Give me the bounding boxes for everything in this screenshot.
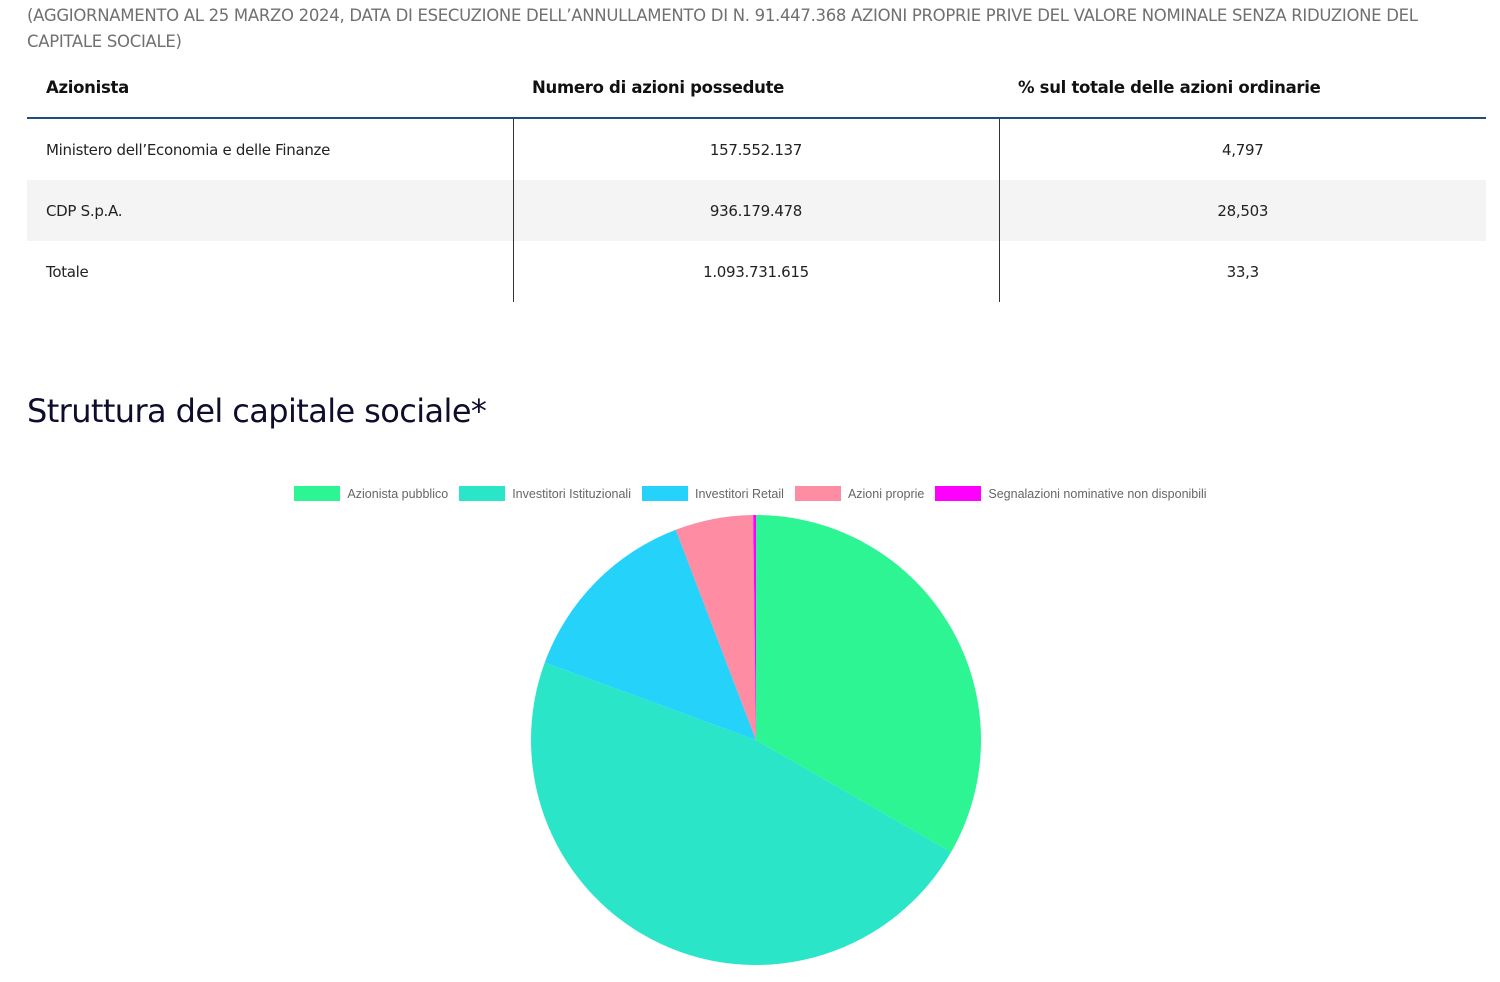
legend-label: Investitori Retail: [695, 486, 784, 501]
cell-azionista: Totale: [46, 262, 89, 281]
column-header-azionista: Azionista: [27, 58, 513, 119]
pie-slice-azioni-proprie[interactable]: [675, 515, 756, 740]
legend-label: Investitori Istituzionali: [512, 486, 631, 501]
column-header-percentuale: % sul totale delle azioni ordinarie: [999, 58, 1486, 119]
legend-swatch: [294, 486, 341, 501]
legend-label: Segnalazioni nominative non disponibili: [988, 486, 1207, 501]
legend-swatch: [935, 486, 982, 501]
pie-slice-investitori-retail[interactable]: [544, 529, 756, 740]
column-header-numero-azioni: Numero di azioni possedute: [513, 58, 999, 119]
cell-azioni: 1.093.731.615: [512, 241, 999, 302]
legend-swatch: [794, 486, 841, 501]
table-row-total: Totale 1.093.731.615 33,3: [27, 241, 1486, 302]
section-title: Struttura del capitale sociale*: [27, 392, 487, 430]
legend-item-azioni-proprie[interactable]: Azioni proprie: [794, 486, 925, 501]
legend-item-segnalazioni-non-disponibili[interactable]: Segnalazioni nominative non disponibili: [935, 486, 1207, 501]
chart-legend: Azionista pubblico Investitori Istituzio…: [0, 486, 1500, 501]
cell-percentuale: 33,3: [998, 241, 1486, 302]
cell-azioni: 936.179.478: [512, 180, 999, 241]
cell-percentuale: 28,503: [998, 180, 1486, 241]
pie-slice-segnalazioni-nominative-non-disponibili[interactable]: [753, 515, 756, 740]
cell-azioni: 157.552.137: [512, 118, 999, 180]
table-header-row: Azionista Numero di azioni possedute % s…: [27, 58, 1486, 119]
legend-label: Azioni proprie: [847, 486, 925, 501]
cell-percentuale: 4,797: [998, 118, 1486, 180]
legend-swatch: [459, 486, 506, 501]
cell-azionista: Ministero dell’Economia e delle Finanze: [46, 140, 331, 159]
legend-swatch: [642, 486, 688, 501]
legend-item-azionista-pubblico[interactable]: Azionista pubblico: [294, 486, 448, 501]
legend-label: Azionista pubblico: [347, 486, 449, 501]
legend-item-investitori-istituzionali[interactable]: Investitori Istituzionali: [459, 486, 631, 501]
pie-slice-azionista-pubblico[interactable]: [756, 515, 981, 853]
shareholders-table: Azionista Numero di azioni possedute % s…: [27, 58, 1486, 302]
table-row: Ministero dell’Economia e delle Finanze …: [27, 118, 1486, 180]
legend-item-investitori-retail[interactable]: Investitori Retail: [642, 486, 784, 501]
table-row: CDP S.p.A. 936.179.478 28,503: [27, 180, 1486, 241]
intro-note: (AGGIORNAMENTO AL 25 MARZO 2024, DATA DI…: [27, 6, 1418, 51]
cell-azionista: CDP S.p.A.: [27, 180, 513, 241]
pie-slice-investitori-istituzionali[interactable]: [531, 662, 952, 965]
